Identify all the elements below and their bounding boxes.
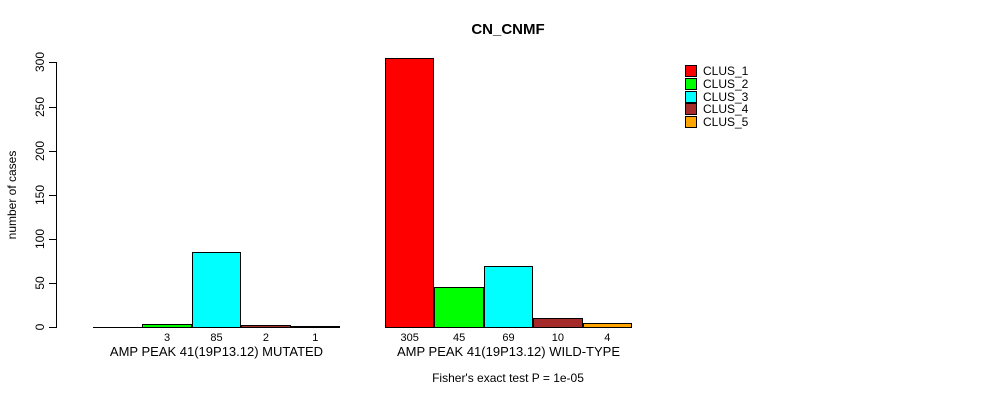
x-axis-baseline	[385, 327, 632, 328]
bar-CLUS_2	[434, 287, 484, 327]
bar-CLUS_5	[582, 323, 632, 327]
y-tick-label: 300	[33, 51, 47, 73]
bar-CLUS_1	[385, 58, 435, 327]
legend-swatch-CLUS_3	[685, 90, 697, 103]
y-tick-mark	[49, 283, 57, 284]
legend-item: CLUS_1	[685, 65, 748, 78]
fisher-test-note: Fisher's exact test P = 1e-05	[432, 371, 584, 385]
legend-swatch-CLUS_2	[685, 78, 697, 91]
legend-swatch-CLUS_4	[685, 103, 697, 116]
legend-item: CLUS_4	[685, 103, 748, 116]
y-tick-mark	[49, 151, 57, 152]
legend-item-label: CLUS_2	[703, 77, 749, 92]
legend-item-label: CLUS_5	[703, 115, 749, 130]
legend-item-label: CLUS_4	[703, 102, 749, 117]
bar-CLUS_5	[290, 326, 340, 327]
y-axis-label: number of cases	[5, 150, 19, 240]
bar-value-label: 10	[551, 332, 565, 344]
legend-item: CLUS_5	[685, 116, 748, 129]
x-axis-baseline	[93, 327, 340, 328]
legend-swatch-CLUS_1	[685, 65, 697, 78]
bar-value-label: 1	[312, 332, 319, 344]
bar-value-label: 4	[604, 332, 611, 344]
x-axis-group-label: AMP PEAK 41(19P13.12) WILD-TYPE	[396, 344, 621, 359]
y-tick-label: 250	[33, 96, 47, 118]
y-tick-label: 150	[33, 184, 47, 206]
bar-CLUS_4	[533, 318, 583, 327]
bar-value-label: 3	[164, 332, 171, 344]
y-tick-mark	[49, 239, 57, 240]
x-axis-group-label: AMP PEAK 41(19P13.12) MUTATED	[109, 344, 324, 359]
bar-CLUS_2	[142, 324, 192, 327]
legend-swatch-CLUS_5	[685, 116, 697, 129]
legend-item-label: CLUS_1	[703, 64, 749, 79]
bar-CLUS_4	[241, 325, 291, 327]
y-tick-label: 100	[33, 228, 47, 250]
y-tick-label: 200	[33, 140, 47, 162]
legend-item-label: CLUS_3	[703, 89, 749, 104]
bar-value-label: 2	[262, 332, 269, 344]
bar-CLUS_3	[191, 252, 242, 327]
y-tick-label: 0	[33, 323, 47, 331]
legend: CLUS_1 CLUS_2 CLUS_3 CLUS_4 CLUS_5	[685, 65, 748, 129]
legend-item: CLUS_2	[685, 78, 748, 91]
y-tick-mark	[49, 195, 57, 196]
bar-value-label: 69	[502, 332, 515, 344]
bar-value-label: 85	[210, 332, 223, 344]
y-tick-mark	[49, 327, 57, 328]
chart-title: CN_CNMF	[471, 21, 545, 38]
legend-item: CLUS_3	[685, 90, 748, 103]
bar-value-label: 45	[452, 332, 466, 344]
bar-value-label: 305	[400, 332, 419, 344]
bar-CLUS_3	[483, 266, 534, 327]
y-tick-mark	[49, 107, 57, 108]
y-tick-label: 50	[33, 276, 47, 290]
y-tick-mark	[49, 62, 57, 63]
